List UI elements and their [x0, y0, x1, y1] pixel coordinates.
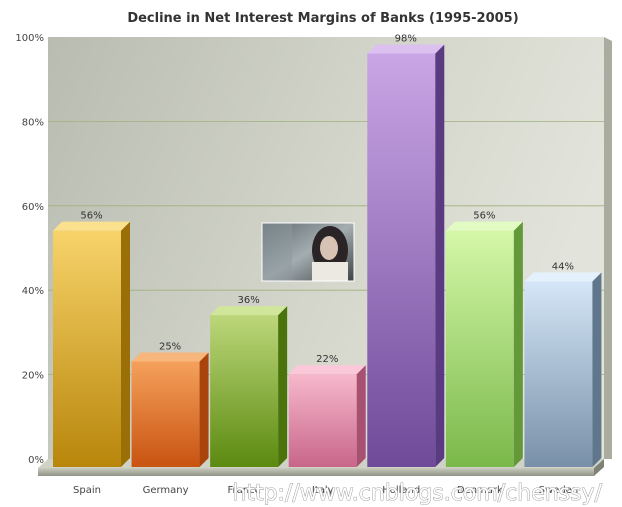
- x-tick-label: Denmark: [457, 485, 503, 496]
- bar-side: [513, 221, 523, 467]
- bar-side: [121, 221, 130, 467]
- bar-side: [199, 352, 209, 467]
- bar-top: [210, 306, 288, 316]
- chart-floor-front: [38, 468, 594, 476]
- bar-top: [445, 221, 523, 231]
- bar-front: [131, 361, 200, 467]
- bar-side: [278, 306, 288, 467]
- data-label: 56%: [473, 211, 495, 222]
- bar-spain: 56%: [53, 211, 130, 467]
- bar-front: [367, 53, 436, 467]
- bar-france: 36%: [210, 295, 288, 467]
- bar-top: [131, 352, 209, 362]
- x-tick-label: Sweden: [539, 485, 579, 496]
- y-tick-label: 60%: [22, 202, 44, 213]
- bar-top: [367, 44, 445, 54]
- x-tick-label: Italy: [312, 485, 334, 496]
- data-label: 56%: [80, 211, 102, 222]
- x-tick-label: France: [228, 485, 261, 496]
- y-tick-label: 100%: [15, 33, 44, 44]
- bar-denmark: 56%: [445, 211, 523, 467]
- bar-top: [288, 365, 366, 375]
- y-tick-label: 40%: [22, 286, 44, 297]
- bar-italy: 22%: [288, 354, 366, 467]
- data-label: 25%: [159, 342, 181, 353]
- bar-germany: 25%: [131, 342, 209, 467]
- bars: 56% 25% 36% 22% 98% 56% 44%: [53, 33, 602, 467]
- x-axis-tick-labels: Spain Germany France Italy Holland Denmark Swe…: [73, 485, 578, 496]
- bar-front: [445, 230, 514, 467]
- watermark-text: http://www.cnblogs.com/chenssy/: [232, 481, 602, 506]
- y-tick-label: 0%: [28, 455, 44, 466]
- bar-sweden: 44%: [524, 261, 602, 467]
- data-label: 44%: [552, 261, 574, 272]
- x-tick-label: Germany: [143, 485, 189, 496]
- bar-top: [524, 272, 602, 282]
- photo-thumbnail: [261, 222, 355, 282]
- x-tick-label: Spain: [73, 485, 101, 496]
- chart-title: Decline in Net Interest Margins of Banks…: [127, 11, 518, 26]
- bar-front: [524, 281, 593, 467]
- bar-top: [53, 221, 130, 231]
- plot-wall-right-edge: [604, 37, 612, 459]
- y-tick-label: 20%: [22, 371, 44, 382]
- bar-front: [53, 230, 121, 467]
- bar-side: [435, 44, 445, 467]
- bar-front: [210, 315, 279, 467]
- data-label: 98%: [395, 33, 417, 44]
- y-tick-label: 80%: [22, 117, 44, 128]
- y-axis-tick-labels: 0% 20% 40% 60% 80% 100%: [15, 33, 44, 466]
- bar-side: [592, 272, 602, 467]
- x-tick-label: Holland: [382, 485, 420, 496]
- data-label: 22%: [316, 354, 338, 365]
- bar-side: [356, 365, 366, 467]
- chart-floor-side: [594, 459, 604, 476]
- bar-front: [288, 374, 357, 467]
- data-label: 36%: [238, 295, 260, 306]
- bar-holland: 98%: [367, 33, 445, 467]
